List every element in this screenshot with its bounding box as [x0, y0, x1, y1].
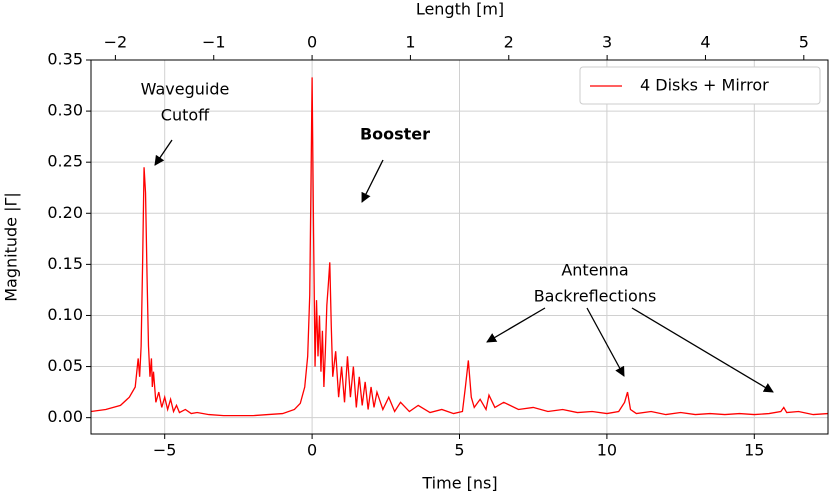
- y-tick-label: 0.25: [47, 152, 83, 171]
- legend-label: 4 Disks + Mirror: [640, 76, 769, 95]
- x2-tick-label: 5: [799, 33, 809, 52]
- legend-box: [579, 66, 821, 105]
- x2-tick-label: 0: [307, 33, 317, 52]
- x2-tick-label: 2: [504, 33, 514, 52]
- plot-frame: [90, 59, 829, 435]
- annotation-arrow: [586, 307, 625, 377]
- annotation: Waveguide: [141, 80, 230, 99]
- x2-tick-label: 3: [602, 33, 612, 52]
- x2-tick-label: 1: [405, 33, 415, 52]
- annotation: Backreflections: [534, 287, 657, 306]
- annotation: Booster: [360, 125, 430, 144]
- annotation-arrow: [631, 307, 774, 393]
- y-tick-label: 0.20: [47, 203, 83, 222]
- y-tick-label: 0.35: [47, 50, 83, 69]
- x2-axis-label: Length [m]: [416, 0, 504, 19]
- x2-tick-label: −1: [202, 33, 226, 52]
- annotation-arrow: [361, 159, 384, 203]
- annotation-arrow: [486, 307, 546, 343]
- y-tick-label: 0.00: [47, 407, 83, 426]
- annotation-arrow: [154, 139, 173, 166]
- x-tick-label: 5: [454, 441, 464, 460]
- y-axis-label: Magnitude |Γ|: [2, 192, 21, 302]
- legend: 4 Disks + Mirror: [579, 66, 821, 105]
- x2-tick-label: −2: [104, 33, 128, 52]
- x-tick-label: 10: [597, 441, 617, 460]
- annotation: Antenna: [561, 261, 628, 280]
- data-line: [90, 77, 829, 417]
- x-tick-label: −5: [153, 441, 177, 460]
- annotation: Cutoff: [161, 106, 210, 125]
- y-tick-label: 0.30: [47, 101, 83, 120]
- x-tick-label: 0: [307, 441, 317, 460]
- y-tick-label: 0.15: [47, 254, 83, 273]
- y-tick-label: 0.05: [47, 356, 83, 375]
- y-tick-label: 0.10: [47, 305, 83, 324]
- x2-tick-label: 4: [700, 33, 710, 52]
- x-tick-label: 15: [744, 441, 764, 460]
- x-axis-label: Time [ns]: [421, 474, 497, 493]
